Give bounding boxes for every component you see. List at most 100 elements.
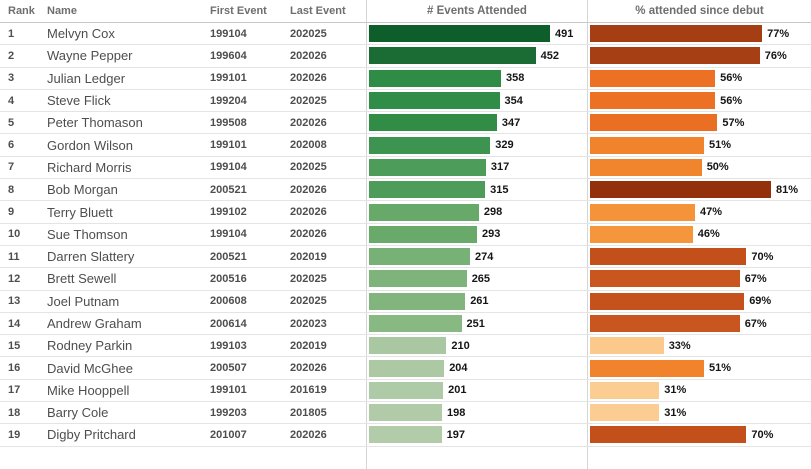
last-event-cell: 202019 (290, 339, 327, 352)
column-header-events-attended[interactable]: # Events Attended (366, 0, 587, 22)
pct-bar-cell: 77% (587, 23, 811, 45)
pct-bar[interactable] (590, 292, 745, 310)
pct-value-label: 56% (720, 72, 743, 85)
pct-bar[interactable] (590, 181, 771, 199)
rank-cell: 11 (8, 250, 20, 263)
pct-bar-cell-empty (587, 446, 811, 469)
first-event-cell: 199204 (210, 94, 247, 107)
events-bar[interactable] (369, 47, 536, 65)
pct-bar[interactable] (590, 248, 747, 266)
events-bar-cell: 293 (366, 223, 587, 245)
pct-bar[interactable] (590, 270, 740, 288)
events-bar[interactable] (369, 404, 442, 422)
events-value-label: 491 (555, 27, 574, 40)
pct-bar-cell: 33% (587, 335, 811, 357)
rank-cell: 19 (8, 428, 21, 441)
pct-bar-cell: 67% (587, 312, 811, 335)
events-bar[interactable] (369, 136, 491, 154)
events-bar[interactable] (369, 315, 462, 332)
events-bar-cell: 265 (366, 268, 587, 290)
events-bar[interactable] (369, 359, 445, 377)
events-bar[interactable] (369, 92, 500, 110)
pct-bar[interactable] (590, 92, 716, 110)
table-row: 18 Barry Cole 199203 201805 198 31% (0, 402, 811, 425)
last-event-cell: 202025 (290, 272, 327, 285)
first-event-cell: 200614 (210, 317, 247, 330)
pct-value-label: 51% (709, 139, 732, 152)
rank-cell: 3 (8, 72, 15, 85)
rank-cell: 16 (8, 362, 21, 375)
pct-bar[interactable] (590, 337, 664, 355)
last-event-cell: 202025 (290, 295, 327, 308)
events-bar-cell: 491 (366, 23, 587, 45)
events-bar[interactable] (369, 225, 477, 243)
events-bar[interactable] (369, 381, 444, 399)
column-header-pct-attended[interactable]: % attended since debut (587, 0, 811, 22)
pct-bar-cell: 81% (587, 179, 811, 201)
events-bar-cell: 274 (366, 245, 587, 268)
pct-bar[interactable] (590, 426, 747, 444)
first-event-cell: 201007 (210, 428, 247, 441)
events-bar-cell: 354 (366, 89, 587, 112)
table-header-row: Rank Name First Event Last Event # Event… (0, 0, 811, 23)
pct-bar[interactable] (590, 225, 693, 243)
pct-bar[interactable] (590, 158, 702, 176)
pct-bar-cell: 70% (587, 424, 811, 446)
events-bar-cell: 251 (366, 312, 587, 335)
pct-bar[interactable] (590, 203, 695, 221)
pct-bar[interactable] (590, 25, 763, 43)
rank-cell: 2 (8, 49, 15, 62)
pct-bar[interactable] (590, 114, 718, 132)
events-bar-cell: 201 (366, 379, 587, 402)
last-event-cell: 202026 (290, 228, 327, 241)
events-value-label: 315 (490, 183, 509, 196)
pct-bar-cell: 47% (587, 201, 811, 223)
table-row: 1 Melvyn Cox 199104 202025 491 77% (0, 23, 811, 46)
pct-bar-cell: 51% (587, 134, 811, 156)
pct-value-label: 46% (697, 228, 720, 241)
first-event-cell: 200521 (210, 250, 247, 263)
events-value-label: 210 (451, 339, 470, 352)
events-bar[interactable] (369, 114, 497, 132)
last-event-cell: 202019 (290, 250, 327, 263)
pct-value-label: 56% (720, 94, 743, 107)
first-event-cell: 199104 (210, 228, 247, 241)
pct-bar[interactable] (590, 381, 660, 399)
name-cell: Terry Bluett (47, 204, 113, 220)
table-row: 4 Steve Flick 199204 202025 354 56% (0, 89, 811, 113)
events-bar[interactable] (369, 158, 486, 176)
pct-bar[interactable] (590, 404, 660, 422)
column-header-first-event[interactable]: First Event (210, 5, 267, 17)
pct-bar[interactable] (590, 69, 716, 87)
events-bar[interactable] (369, 248, 470, 266)
events-bar[interactable] (369, 69, 501, 87)
rank-cell: 5 (8, 116, 15, 129)
events-bar[interactable] (369, 292, 466, 310)
events-bar[interactable] (369, 203, 479, 221)
rank-cell: 10 (8, 228, 21, 241)
pct-bar[interactable] (590, 315, 740, 332)
pct-value-label: 70% (751, 428, 774, 441)
first-event-cell: 199101 (210, 72, 247, 85)
column-header-last-event[interactable]: Last Event (290, 5, 346, 17)
events-bar[interactable] (369, 337, 447, 355)
events-value-label: 251 (466, 317, 485, 330)
pct-bar[interactable] (590, 136, 704, 154)
pct-bar-cell: 76% (587, 45, 811, 67)
events-bar[interactable] (369, 25, 550, 43)
events-bar[interactable] (369, 181, 486, 199)
pct-value-label: 57% (722, 116, 745, 129)
column-header-rank[interactable]: Rank (8, 5, 35, 17)
events-bar[interactable] (369, 426, 442, 444)
table-row: 19 Digby Pritchard 201007 202026 197 70% (0, 424, 811, 447)
pct-bar[interactable] (590, 47, 760, 65)
events-bar[interactable] (369, 270, 467, 288)
events-bar-cell: 204 (366, 357, 587, 379)
last-event-cell: 202026 (290, 183, 327, 196)
column-header-name[interactable]: Name (47, 5, 77, 17)
pct-bar[interactable] (590, 359, 704, 377)
rank-cell: 8 (8, 183, 15, 196)
rank-cell: 6 (8, 139, 15, 152)
events-bar-cell: 329 (366, 134, 587, 156)
